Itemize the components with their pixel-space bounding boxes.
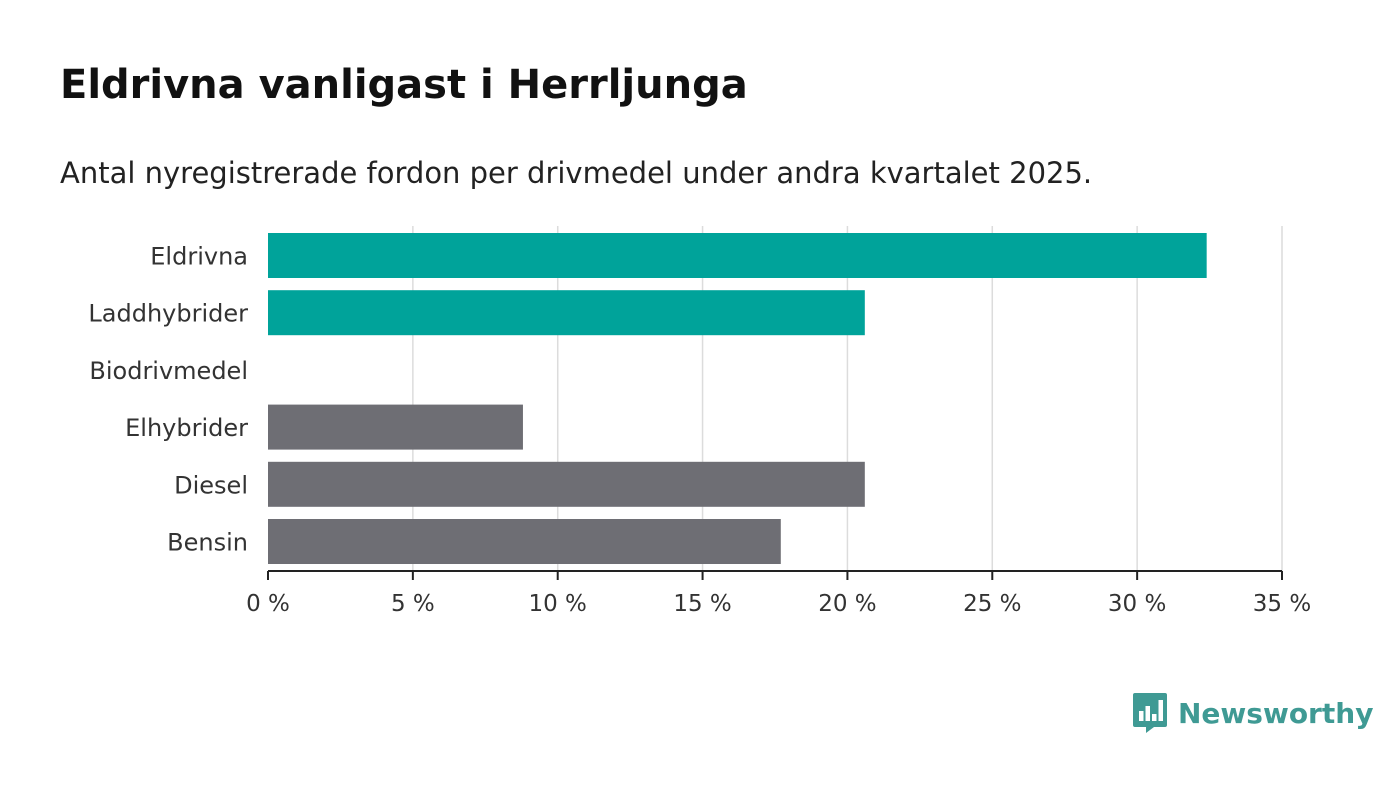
bar-diesel (268, 461, 865, 507)
category-label: Eldrivna (150, 243, 248, 271)
bar-chart-speech-bubble-icon (1133, 693, 1167, 733)
brand-name: Newsworthy (1178, 696, 1374, 730)
x-tick-label: 30 % (1108, 591, 1166, 617)
bar-laddhybrider (268, 290, 865, 336)
bars (268, 233, 1207, 564)
category-labels: Eldrivna Laddhybrider Biodrivmedel Elhybrid… (88, 243, 248, 557)
x-tick-label: 35 % (1253, 591, 1311, 617)
x-tick-label: 20 % (818, 591, 876, 617)
category-label: Biodrivmedel (89, 357, 248, 385)
grid-lines (412, 226, 1283, 571)
x-tick-label: 0 % (246, 591, 290, 617)
brand-logo: Newsworthy (1132, 692, 1373, 734)
x-tick-label: 15 % (673, 591, 731, 617)
x-tick-label: 5 % (391, 591, 435, 617)
bar-eldrivna (268, 233, 1207, 278)
chart-subtitle: Antal nyregistrerade fordon per drivmede… (60, 156, 1093, 190)
bar-bensin (268, 519, 781, 564)
category-label: Diesel (174, 471, 248, 499)
x-tick-label: 10 % (528, 591, 586, 617)
x-axis: 0 % 5 % 10 % 15 % 20 % 25 % 30 % 35 % (246, 570, 1311, 617)
bar-elhybrider (268, 404, 523, 450)
category-label: Bensin (167, 529, 248, 557)
chart-title: Eldrivna vanligast i Herrljunga (60, 62, 748, 108)
x-tick-label: 25 % (963, 591, 1021, 617)
category-label: Laddhybrider (88, 300, 248, 328)
category-label: Elhybrider (125, 414, 248, 442)
